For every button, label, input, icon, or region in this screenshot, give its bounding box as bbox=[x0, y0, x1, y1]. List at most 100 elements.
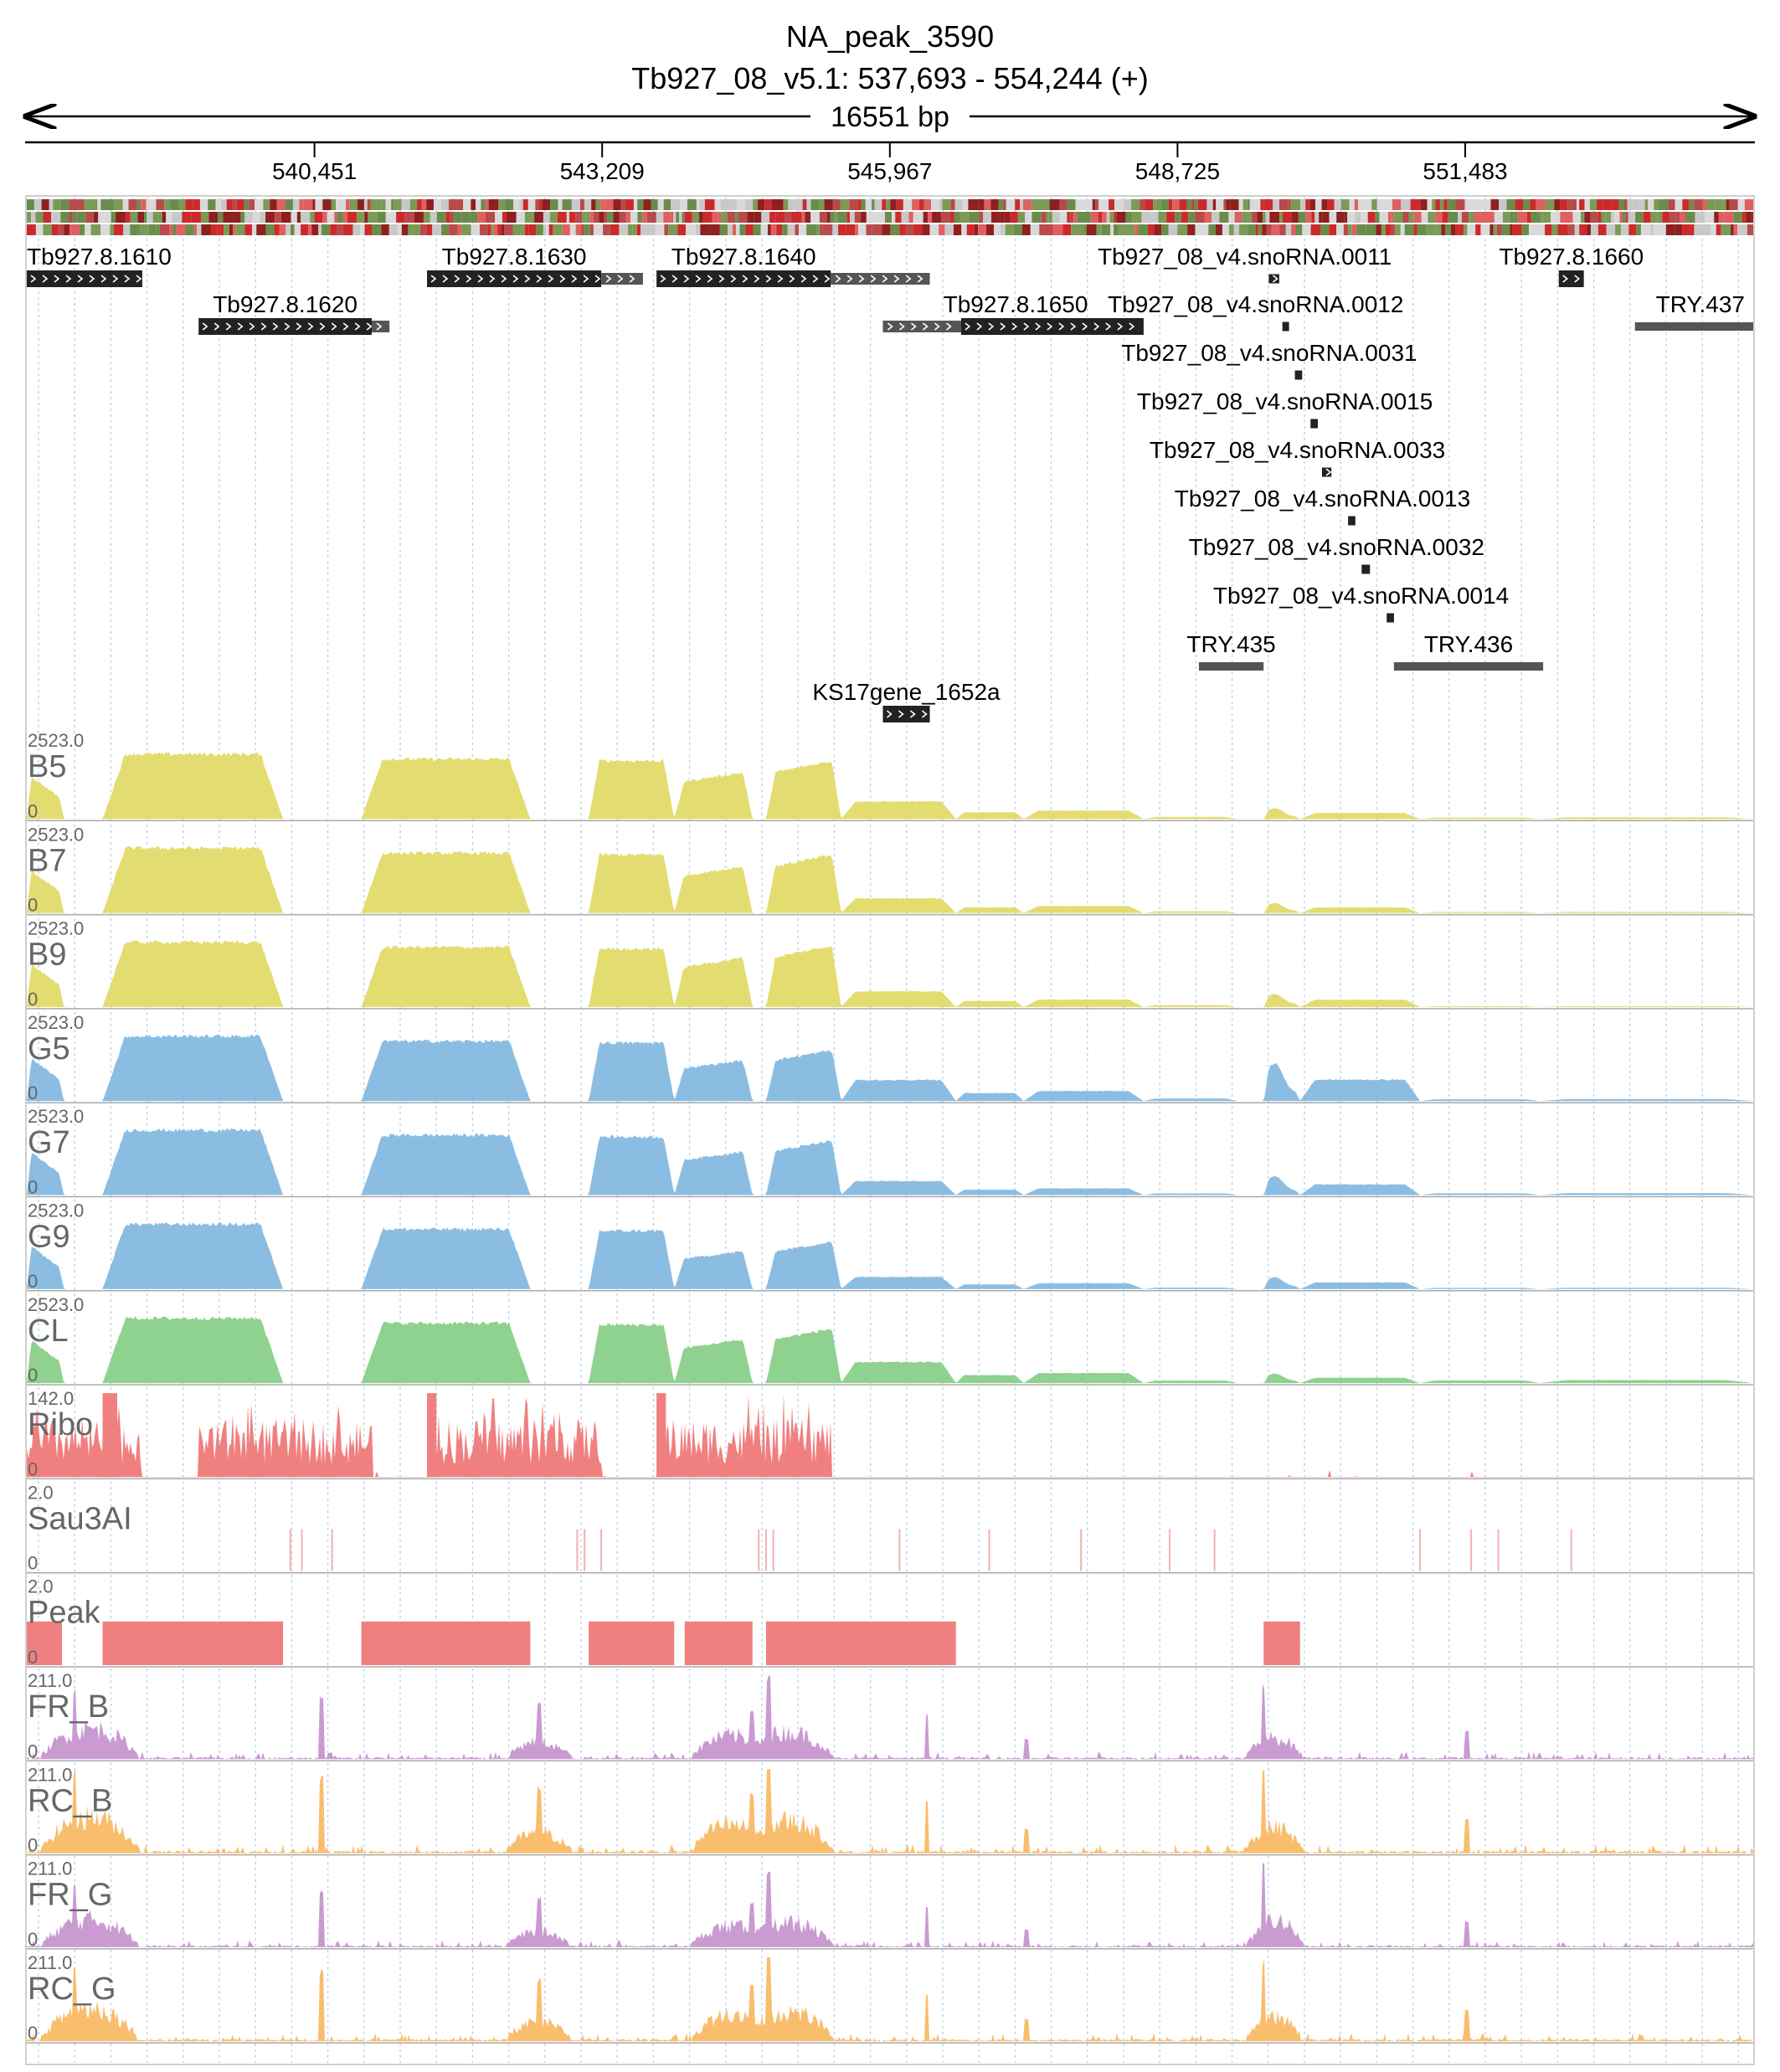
sequence-block bbox=[1733, 212, 1742, 223]
sequence-block bbox=[1741, 212, 1747, 223]
sequence-block bbox=[1392, 199, 1402, 210]
sequence-block bbox=[433, 199, 442, 210]
sequence-block bbox=[937, 212, 942, 223]
gene-feature[interactable]: Tb927.8.1620 bbox=[198, 291, 390, 335]
sequence-block bbox=[445, 212, 450, 223]
sequence-block bbox=[855, 224, 859, 235]
sequence-block bbox=[409, 199, 418, 210]
sequence-block bbox=[417, 199, 422, 210]
strand-arrow bbox=[1117, 322, 1124, 331]
strand-arrow bbox=[331, 322, 337, 331]
sequence-block bbox=[966, 224, 975, 235]
gene-feature[interactable]: Tb927.8.1650 bbox=[882, 291, 1144, 335]
sequence-block bbox=[543, 224, 547, 235]
sequence-block bbox=[728, 224, 733, 235]
sequence-block bbox=[816, 224, 821, 235]
gene-feature[interactable]: KS17gene_1652a bbox=[812, 679, 1001, 722]
sequence-block bbox=[1125, 224, 1135, 235]
sequence-block bbox=[802, 199, 807, 210]
sequence-block bbox=[1010, 212, 1018, 223]
sequence-block bbox=[649, 224, 656, 235]
gene-feature[interactable]: Tb927_08_v4.snoRNA.0012 bbox=[1108, 291, 1403, 332]
gene-feature[interactable]: Tb927_08_v4.snoRNA.0013 bbox=[1175, 486, 1470, 526]
gene-feature[interactable]: Tb927.8.1610 bbox=[27, 244, 172, 287]
sequence-block bbox=[619, 224, 628, 235]
track-fr_g: 211.0FR_G 0 bbox=[26, 1859, 1754, 1950]
sequence-block bbox=[1447, 199, 1456, 210]
sequence-block bbox=[1584, 199, 1590, 210]
sequence-block bbox=[60, 212, 69, 223]
track-max-label: 211.0 bbox=[28, 1670, 72, 1691]
sequence-block bbox=[1179, 199, 1187, 210]
sequence-block bbox=[670, 199, 681, 210]
strand-arrow bbox=[296, 322, 302, 331]
sequence-block bbox=[805, 212, 811, 223]
gene-feature[interactable]: Tb927.8.1660 bbox=[1499, 244, 1644, 287]
gene-feature[interactable]: TRY.435 bbox=[1186, 631, 1276, 671]
gene-feature[interactable]: Tb927_08_v4.snoRNA.0032 bbox=[1189, 534, 1484, 574]
sequence-block bbox=[771, 199, 781, 210]
sequence-block bbox=[1356, 224, 1366, 235]
gene-body bbox=[656, 270, 831, 287]
strand-arrow bbox=[1047, 322, 1053, 331]
sequence-block bbox=[1572, 212, 1581, 223]
sequence-block bbox=[256, 224, 266, 235]
sequence-block bbox=[646, 212, 656, 223]
gene-feature[interactable]: TRY.437 bbox=[1634, 291, 1753, 331]
strand-arrow bbox=[965, 322, 971, 331]
sequence-block bbox=[276, 199, 280, 210]
sequence-block bbox=[702, 212, 713, 223]
sequence-block bbox=[1601, 212, 1606, 223]
sequence-block bbox=[953, 224, 962, 235]
strand-arrow bbox=[1000, 322, 1006, 331]
sequence-block bbox=[461, 224, 471, 235]
sequence-block bbox=[215, 199, 221, 210]
sequence-block bbox=[182, 212, 192, 223]
sequence-block bbox=[932, 212, 938, 223]
gene-feature[interactable]: Tb927.8.1630 bbox=[427, 244, 643, 287]
strand-arrow bbox=[272, 322, 279, 331]
sequence-block bbox=[1175, 212, 1181, 223]
gene-feature[interactable]: Tb927.8.1640 bbox=[656, 244, 930, 287]
ruler-tick-label: 540,451 bbox=[272, 158, 357, 184]
track-min-label: 0 bbox=[28, 1177, 38, 1198]
sequence-block bbox=[834, 212, 838, 223]
sequence-block bbox=[810, 212, 820, 223]
gene-feature[interactable]: Tb927_08_v4.snoRNA.0011 bbox=[1098, 244, 1392, 284]
sequence-block bbox=[882, 224, 891, 235]
gene-feature[interactable]: Tb927_08_v4.snoRNA.0033 bbox=[1150, 437, 1445, 477]
sequence-block bbox=[1260, 199, 1264, 210]
sequence-block bbox=[1344, 212, 1348, 223]
sequence-block bbox=[562, 199, 572, 210]
sequence-block bbox=[1410, 199, 1421, 210]
sequence-block bbox=[479, 224, 488, 235]
sequence-block bbox=[1702, 199, 1707, 210]
sequence-block bbox=[1242, 212, 1252, 223]
sequence-block bbox=[249, 199, 255, 210]
coverage-area bbox=[27, 1863, 1753, 1947]
sequence-block bbox=[1619, 212, 1623, 223]
sequence-block bbox=[53, 199, 61, 210]
track-min-label: 0 bbox=[28, 1082, 38, 1103]
track-min-label: 0 bbox=[28, 2023, 38, 2044]
strand-arrow bbox=[89, 275, 95, 283]
gene-feature[interactable]: TRY.436 bbox=[1393, 631, 1544, 671]
peak-region bbox=[27, 1621, 62, 1665]
sequence-block bbox=[503, 224, 513, 235]
sequence-block bbox=[939, 199, 943, 210]
gene-feature[interactable]: Tb927_08_v4.snoRNA.0015 bbox=[1137, 388, 1433, 429]
sequence-block bbox=[1413, 212, 1422, 223]
gene-feature[interactable]: Tb927_08_v4.snoRNA.0031 bbox=[1121, 340, 1417, 380]
gene-feature[interactable]: Tb927_08_v4.snoRNA.0014 bbox=[1213, 583, 1509, 623]
sequence-block bbox=[1643, 212, 1651, 223]
sequence-block bbox=[1496, 224, 1502, 235]
sequence-block bbox=[322, 199, 332, 210]
strand-arrow bbox=[466, 275, 472, 283]
sequence-block bbox=[1536, 199, 1546, 210]
track-min-label: 0 bbox=[28, 1458, 38, 1479]
sequence-block bbox=[768, 224, 771, 235]
strand-arrow bbox=[921, 710, 928, 718]
sequence-block bbox=[1181, 212, 1189, 223]
sequence-block bbox=[1077, 212, 1083, 223]
